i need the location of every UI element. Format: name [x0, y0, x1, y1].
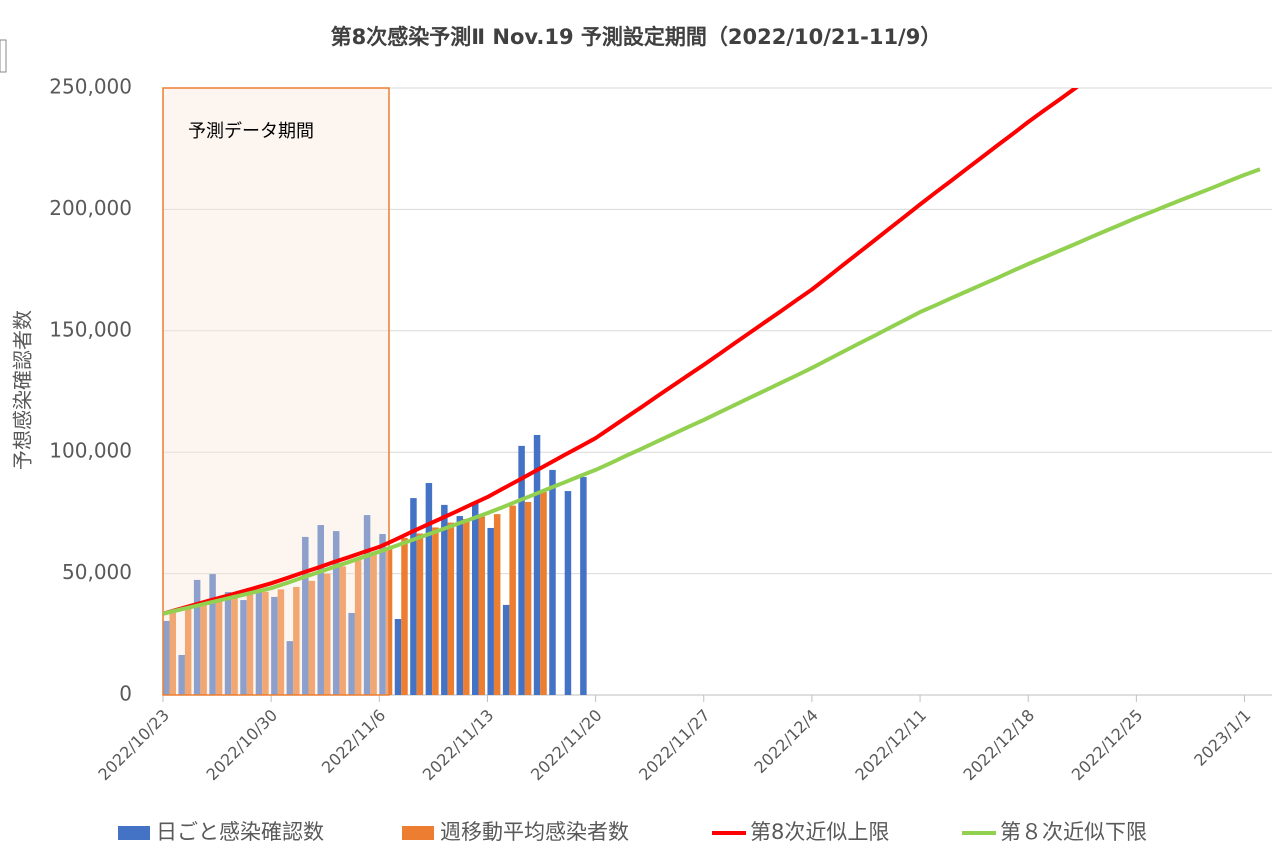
bar: [323, 573, 331, 695]
bar: [354, 560, 362, 695]
bar: [200, 603, 207, 695]
bar: [425, 483, 433, 695]
x-tick-label: 2022/12/4: [750, 706, 821, 777]
x-tick-label: 2022/12/11: [851, 706, 930, 785]
y-tick-label: 100,000: [49, 439, 132, 463]
y-tick-label: 150,000: [49, 317, 132, 341]
bar: [416, 533, 424, 695]
y-axis-label: 予想感染確認者数: [11, 310, 35, 470]
bar: [447, 522, 455, 695]
bar: [580, 476, 587, 695]
legend-swatch: [402, 826, 434, 840]
bar: [209, 574, 216, 695]
edge-box: [0, 39, 7, 73]
bar: [518, 445, 525, 695]
bar: [215, 600, 223, 695]
line: [163, 88, 1079, 616]
bar: [271, 596, 278, 695]
bar: [302, 536, 309, 695]
bar: [540, 492, 547, 695]
x-tick-label: 2023/1/1: [1190, 706, 1254, 770]
bar: [293, 586, 300, 695]
region-label: 予測データ期間: [188, 121, 314, 142]
y-tick-label: 50,000: [62, 560, 132, 584]
bar: [394, 619, 402, 695]
bar: [240, 600, 247, 695]
bar: [463, 518, 470, 695]
bar: [224, 592, 232, 695]
x-tick-label: 2022/11/13: [419, 706, 498, 785]
bar: [487, 527, 494, 695]
legend-label: 第8次近似上限: [750, 820, 889, 844]
bar: [308, 580, 316, 695]
x-tick-label: 2022/11/20: [527, 706, 606, 785]
bar: [509, 505, 516, 695]
bar: [348, 612, 355, 695]
bar: [255, 590, 263, 695]
bar: [493, 514, 501, 695]
bar: [533, 434, 541, 695]
bar: [178, 654, 185, 695]
bar: [478, 516, 485, 695]
bar: [441, 504, 448, 695]
bar: [193, 579, 201, 695]
bar: [524, 501, 532, 695]
bar: [432, 527, 439, 695]
bar: [277, 589, 285, 695]
bar: [401, 537, 408, 695]
bar: [410, 498, 417, 695]
bar: [370, 552, 377, 695]
bar: [502, 604, 510, 695]
bar: [472, 502, 479, 695]
legend-label: 週移動平均感染者数: [440, 820, 629, 844]
bar: [163, 620, 170, 695]
x-tick-label: 2022/10/23: [94, 706, 173, 785]
bar: [231, 596, 238, 695]
bar: [317, 525, 324, 695]
y-tick-label: 250,000: [49, 75, 132, 99]
y-tick-label: 0: [119, 682, 132, 706]
bar: [339, 566, 346, 695]
x-tick-label: 2022/12/25: [1068, 706, 1147, 785]
bar: [379, 534, 386, 695]
chart-title: 第8次感染予測Ⅱ Nov.19 予測設定期間（2022/10/21-11/9）: [331, 25, 942, 49]
bar: [456, 516, 464, 695]
bar: [262, 591, 269, 695]
bar: [564, 491, 572, 695]
bar: [549, 469, 556, 695]
x-tick-label: 2022/12/18: [960, 706, 1039, 785]
bar: [246, 594, 254, 695]
bar: [184, 607, 192, 695]
y-tick-label: 200,000: [49, 196, 132, 220]
legend-swatch: [118, 826, 150, 840]
legend-label: 日ごと感染確認数: [156, 820, 324, 844]
x-tick-label: 2022/10/30: [203, 706, 282, 785]
x-tick-label: 2022/11/6: [318, 706, 389, 777]
x-tick-label: 2022/11/27: [635, 706, 714, 785]
bar: [332, 531, 340, 695]
bar: [169, 612, 176, 695]
legend-label: 第８次近似下限: [1000, 820, 1147, 844]
line: [163, 167, 1261, 616]
bar: [286, 641, 294, 695]
bar: [363, 515, 371, 695]
forecast-region: [162, 87, 390, 696]
